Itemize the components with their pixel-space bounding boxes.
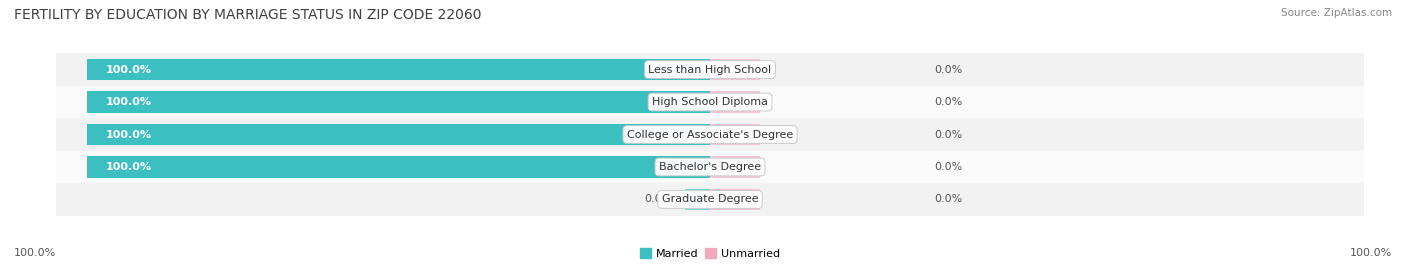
Text: 100.0%: 100.0%: [105, 97, 152, 107]
Text: College or Associate's Degree: College or Associate's Degree: [627, 129, 793, 140]
Bar: [710, 91, 759, 112]
Bar: [87, 157, 710, 178]
Bar: [56, 118, 1364, 151]
Bar: [87, 59, 710, 80]
Text: 0.0%: 0.0%: [934, 65, 963, 75]
Bar: [87, 91, 710, 112]
Bar: [710, 59, 759, 80]
Bar: [56, 86, 1364, 118]
Text: Less than High School: Less than High School: [648, 65, 772, 75]
Text: 100.0%: 100.0%: [105, 162, 152, 172]
Text: 0.0%: 0.0%: [934, 129, 963, 140]
Text: 0.0%: 0.0%: [934, 97, 963, 107]
Legend: Married, Unmarried: Married, Unmarried: [636, 243, 785, 263]
Text: 100.0%: 100.0%: [105, 129, 152, 140]
Text: 0.0%: 0.0%: [934, 194, 963, 204]
Text: High School Diploma: High School Diploma: [652, 97, 768, 107]
Text: Source: ZipAtlas.com: Source: ZipAtlas.com: [1281, 8, 1392, 18]
Bar: [56, 183, 1364, 216]
Text: Graduate Degree: Graduate Degree: [662, 194, 758, 204]
Text: 0.0%: 0.0%: [644, 194, 672, 204]
Bar: [56, 151, 1364, 183]
Text: FERTILITY BY EDUCATION BY MARRIAGE STATUS IN ZIP CODE 22060: FERTILITY BY EDUCATION BY MARRIAGE STATU…: [14, 8, 482, 22]
Bar: [87, 124, 710, 145]
Text: 0.0%: 0.0%: [934, 162, 963, 172]
Bar: [710, 124, 759, 145]
Bar: [710, 189, 759, 210]
Text: 100.0%: 100.0%: [1350, 248, 1392, 258]
Bar: [685, 189, 710, 210]
Text: Bachelor's Degree: Bachelor's Degree: [659, 162, 761, 172]
Bar: [710, 157, 759, 178]
Bar: [56, 53, 1364, 86]
Text: 100.0%: 100.0%: [14, 248, 56, 258]
Text: 100.0%: 100.0%: [105, 65, 152, 75]
